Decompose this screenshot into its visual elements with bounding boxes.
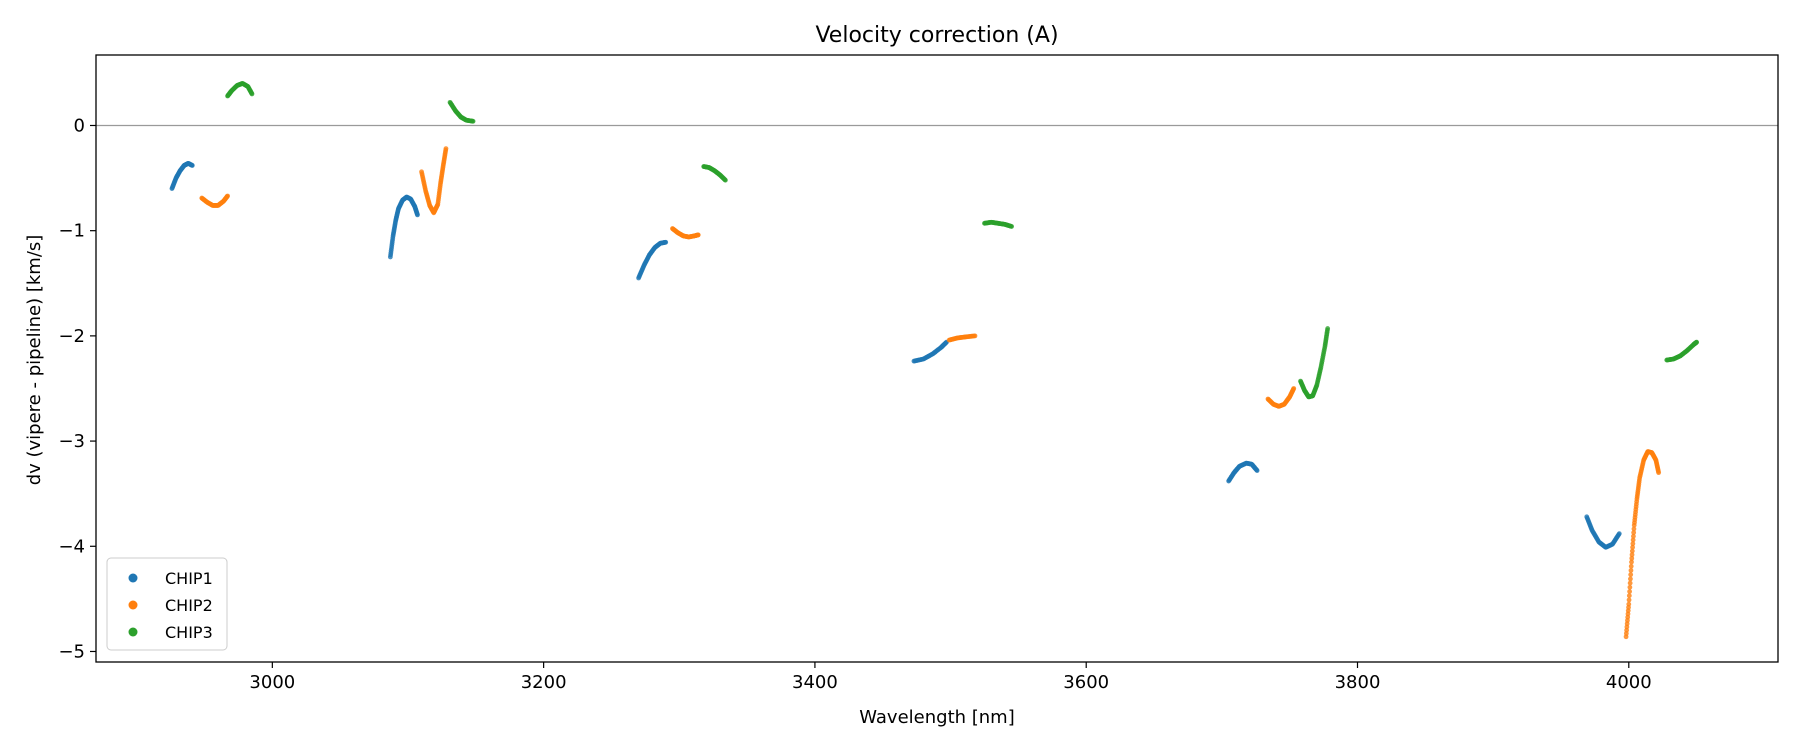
x-tick-label: 3000 xyxy=(249,672,295,693)
data-point xyxy=(695,232,701,238)
data-point xyxy=(1630,541,1636,547)
data-point xyxy=(1626,597,1632,603)
data-point xyxy=(1627,584,1633,590)
legend-marker-chip2 xyxy=(128,600,138,610)
data-point xyxy=(1631,530,1637,535)
data-point xyxy=(1325,326,1331,331)
x-axis-label: Wavelength [nm] xyxy=(859,707,1015,728)
data-point xyxy=(1629,559,1634,565)
data-point xyxy=(1627,580,1633,586)
y-tick-label: 0 xyxy=(74,115,85,136)
series-chip3 xyxy=(225,81,1700,400)
axes-frame xyxy=(95,54,1779,663)
data-point xyxy=(1616,531,1622,537)
data-point xyxy=(722,177,728,183)
y-axis-ticks: 0 −1 −2 −3 −4 −5 xyxy=(58,115,96,662)
y-tick-label: −3 xyxy=(58,431,85,452)
y-tick-label: −5 xyxy=(58,641,85,662)
data-point xyxy=(1630,544,1635,550)
data-point xyxy=(1254,468,1260,473)
data-point xyxy=(663,239,669,245)
data-point xyxy=(189,163,195,168)
data-point xyxy=(1629,548,1635,554)
plot-area xyxy=(95,54,1779,663)
chart-title: Velocity correction (A) xyxy=(815,23,1058,48)
data-point xyxy=(1629,552,1635,558)
data-point xyxy=(1628,563,1634,569)
legend-label-chip1: CHIP1 xyxy=(165,569,213,588)
x-tick-label: 3600 xyxy=(1063,672,1109,693)
data-point xyxy=(1626,601,1632,607)
legend: CHIP1 CHIP2 CHIP3 xyxy=(106,557,228,651)
y-tick-label: −2 xyxy=(58,326,85,347)
data-point xyxy=(1627,589,1632,594)
legend-marker-chip1 xyxy=(128,573,138,583)
legend-marker-chip3 xyxy=(128,627,138,637)
series-layer xyxy=(169,81,1700,640)
y-axis-label: dv (vipere - pipeline) [km/s] xyxy=(24,235,45,486)
legend-label-chip2: CHIP2 xyxy=(165,596,213,615)
x-tick-label: 3200 xyxy=(521,672,567,693)
data-point xyxy=(1694,339,1700,345)
data-point xyxy=(1631,526,1637,532)
y-tick-label: −1 xyxy=(58,221,85,242)
data-point xyxy=(1656,470,1662,476)
data-point xyxy=(1631,533,1636,539)
series-chip2 xyxy=(199,146,1662,640)
x-tick-label: 4000 xyxy=(1606,672,1652,693)
x-tick-label: 3400 xyxy=(792,672,838,693)
data-point xyxy=(1630,537,1636,543)
data-point xyxy=(225,193,230,199)
legend-box xyxy=(106,557,228,651)
legend-label-chip3: CHIP3 xyxy=(165,623,213,642)
data-point xyxy=(249,91,255,97)
y-tick-label: −4 xyxy=(58,536,85,557)
data-point xyxy=(1628,576,1633,582)
x-axis-ticks: 3000 3200 3400 3600 3800 4000 xyxy=(249,662,1652,693)
data-point xyxy=(1628,568,1634,573)
data-point xyxy=(470,118,476,124)
data-point xyxy=(1291,386,1297,391)
data-point xyxy=(443,146,449,152)
data-point xyxy=(1629,555,1635,561)
data-point xyxy=(1626,593,1632,599)
series-chip1 xyxy=(169,160,1622,550)
data-point xyxy=(1009,224,1014,229)
data-point xyxy=(972,333,978,339)
data-point xyxy=(415,212,420,218)
data-point xyxy=(1628,572,1634,578)
x-tick-label: 3800 xyxy=(1335,672,1381,693)
